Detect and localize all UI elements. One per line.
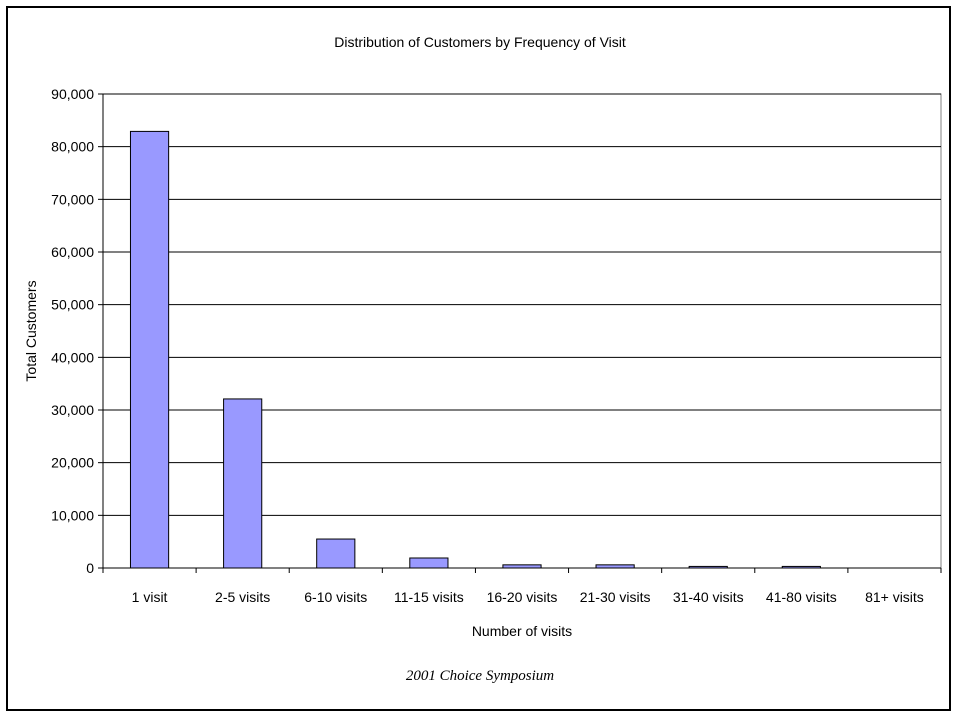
x-tick-label: 16-20 visits [487, 589, 558, 605]
y-tick-label: 50,000 [51, 297, 94, 313]
chart-title: Distribution of Customers by Frequency o… [334, 34, 626, 50]
bars [129, 130, 821, 569]
y-tick-label: 20,000 [51, 455, 94, 471]
y-tick-label: 0 [86, 560, 94, 576]
y-tick-label: 70,000 [51, 191, 94, 207]
x-tick-label: 2-5 visits [215, 589, 270, 605]
bar-4 [409, 557, 449, 569]
y-axis-ticks: 0 10,000 20,000 30,000 40,000 50,000 60,000 70,… [51, 86, 104, 576]
bar-3 [316, 538, 356, 569]
x-axis-ticks: 1 visit 2-5 visits 6-10 visits 11-15 visits… [102, 568, 942, 605]
bar-2 [223, 398, 263, 569]
y-tick-label: 60,000 [51, 244, 94, 260]
y-tick-label: 10,000 [51, 507, 94, 523]
x-tick-label: 6-10 visits [304, 589, 367, 605]
y-tick-label: 40,000 [51, 349, 94, 365]
x-tick-label: 1 visit [132, 589, 168, 605]
y-tick-label: 80,000 [51, 139, 94, 155]
x-axis-label: Number of visits [472, 623, 572, 639]
x-tick-label: 81+ visits [865, 589, 924, 605]
y-axis-label: Total Customers [23, 280, 39, 381]
footer-text: 2001 Choice Symposium [406, 668, 554, 684]
bar-1 [129, 130, 170, 569]
x-tick-label: 31-40 visits [673, 589, 744, 605]
x-tick-label: 41-80 visits [766, 589, 837, 605]
y-tick-label: 90,000 [51, 86, 94, 102]
x-tick-label: 21-30 visits [580, 589, 651, 605]
x-tick-label: 11-15 visits [394, 589, 464, 605]
y-tick-label: 30,000 [51, 402, 94, 418]
